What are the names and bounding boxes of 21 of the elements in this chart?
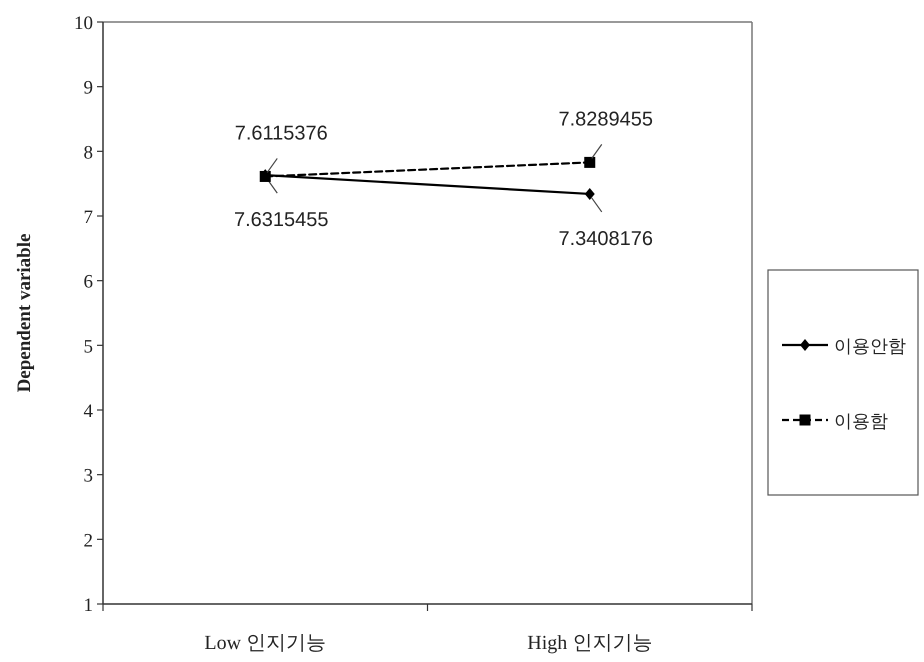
y-tick-label: 5 xyxy=(84,336,93,358)
data-label: 7.6115376 xyxy=(234,122,328,144)
data-label: 7.6315455 xyxy=(234,209,329,232)
y-tick-label: 6 xyxy=(84,272,93,293)
point xyxy=(584,156,596,168)
legend-label: 이용안함 xyxy=(834,336,906,356)
y-tick-label: 8 xyxy=(84,142,93,164)
y-tick-label: 1 xyxy=(84,595,93,616)
legend-label: 이용함 xyxy=(834,411,888,431)
data-label: 7.3408176 xyxy=(558,228,654,250)
x-tick-label: High 인지기능 xyxy=(527,632,652,654)
y-axis-title: Dependent variable xyxy=(14,234,35,392)
point xyxy=(584,188,595,200)
y-tick-label: 3 xyxy=(84,466,93,487)
data-label: 7.8289455 xyxy=(558,108,654,130)
y-tick-label: 10 xyxy=(74,13,93,34)
x-tick-label: Low 인지기능 xyxy=(204,632,326,654)
y-tick-label: 7 xyxy=(84,207,93,228)
y-tick-label: 9 xyxy=(84,78,93,99)
y-tick-label: 2 xyxy=(84,530,93,552)
y-tick-label: 4 xyxy=(84,401,94,422)
